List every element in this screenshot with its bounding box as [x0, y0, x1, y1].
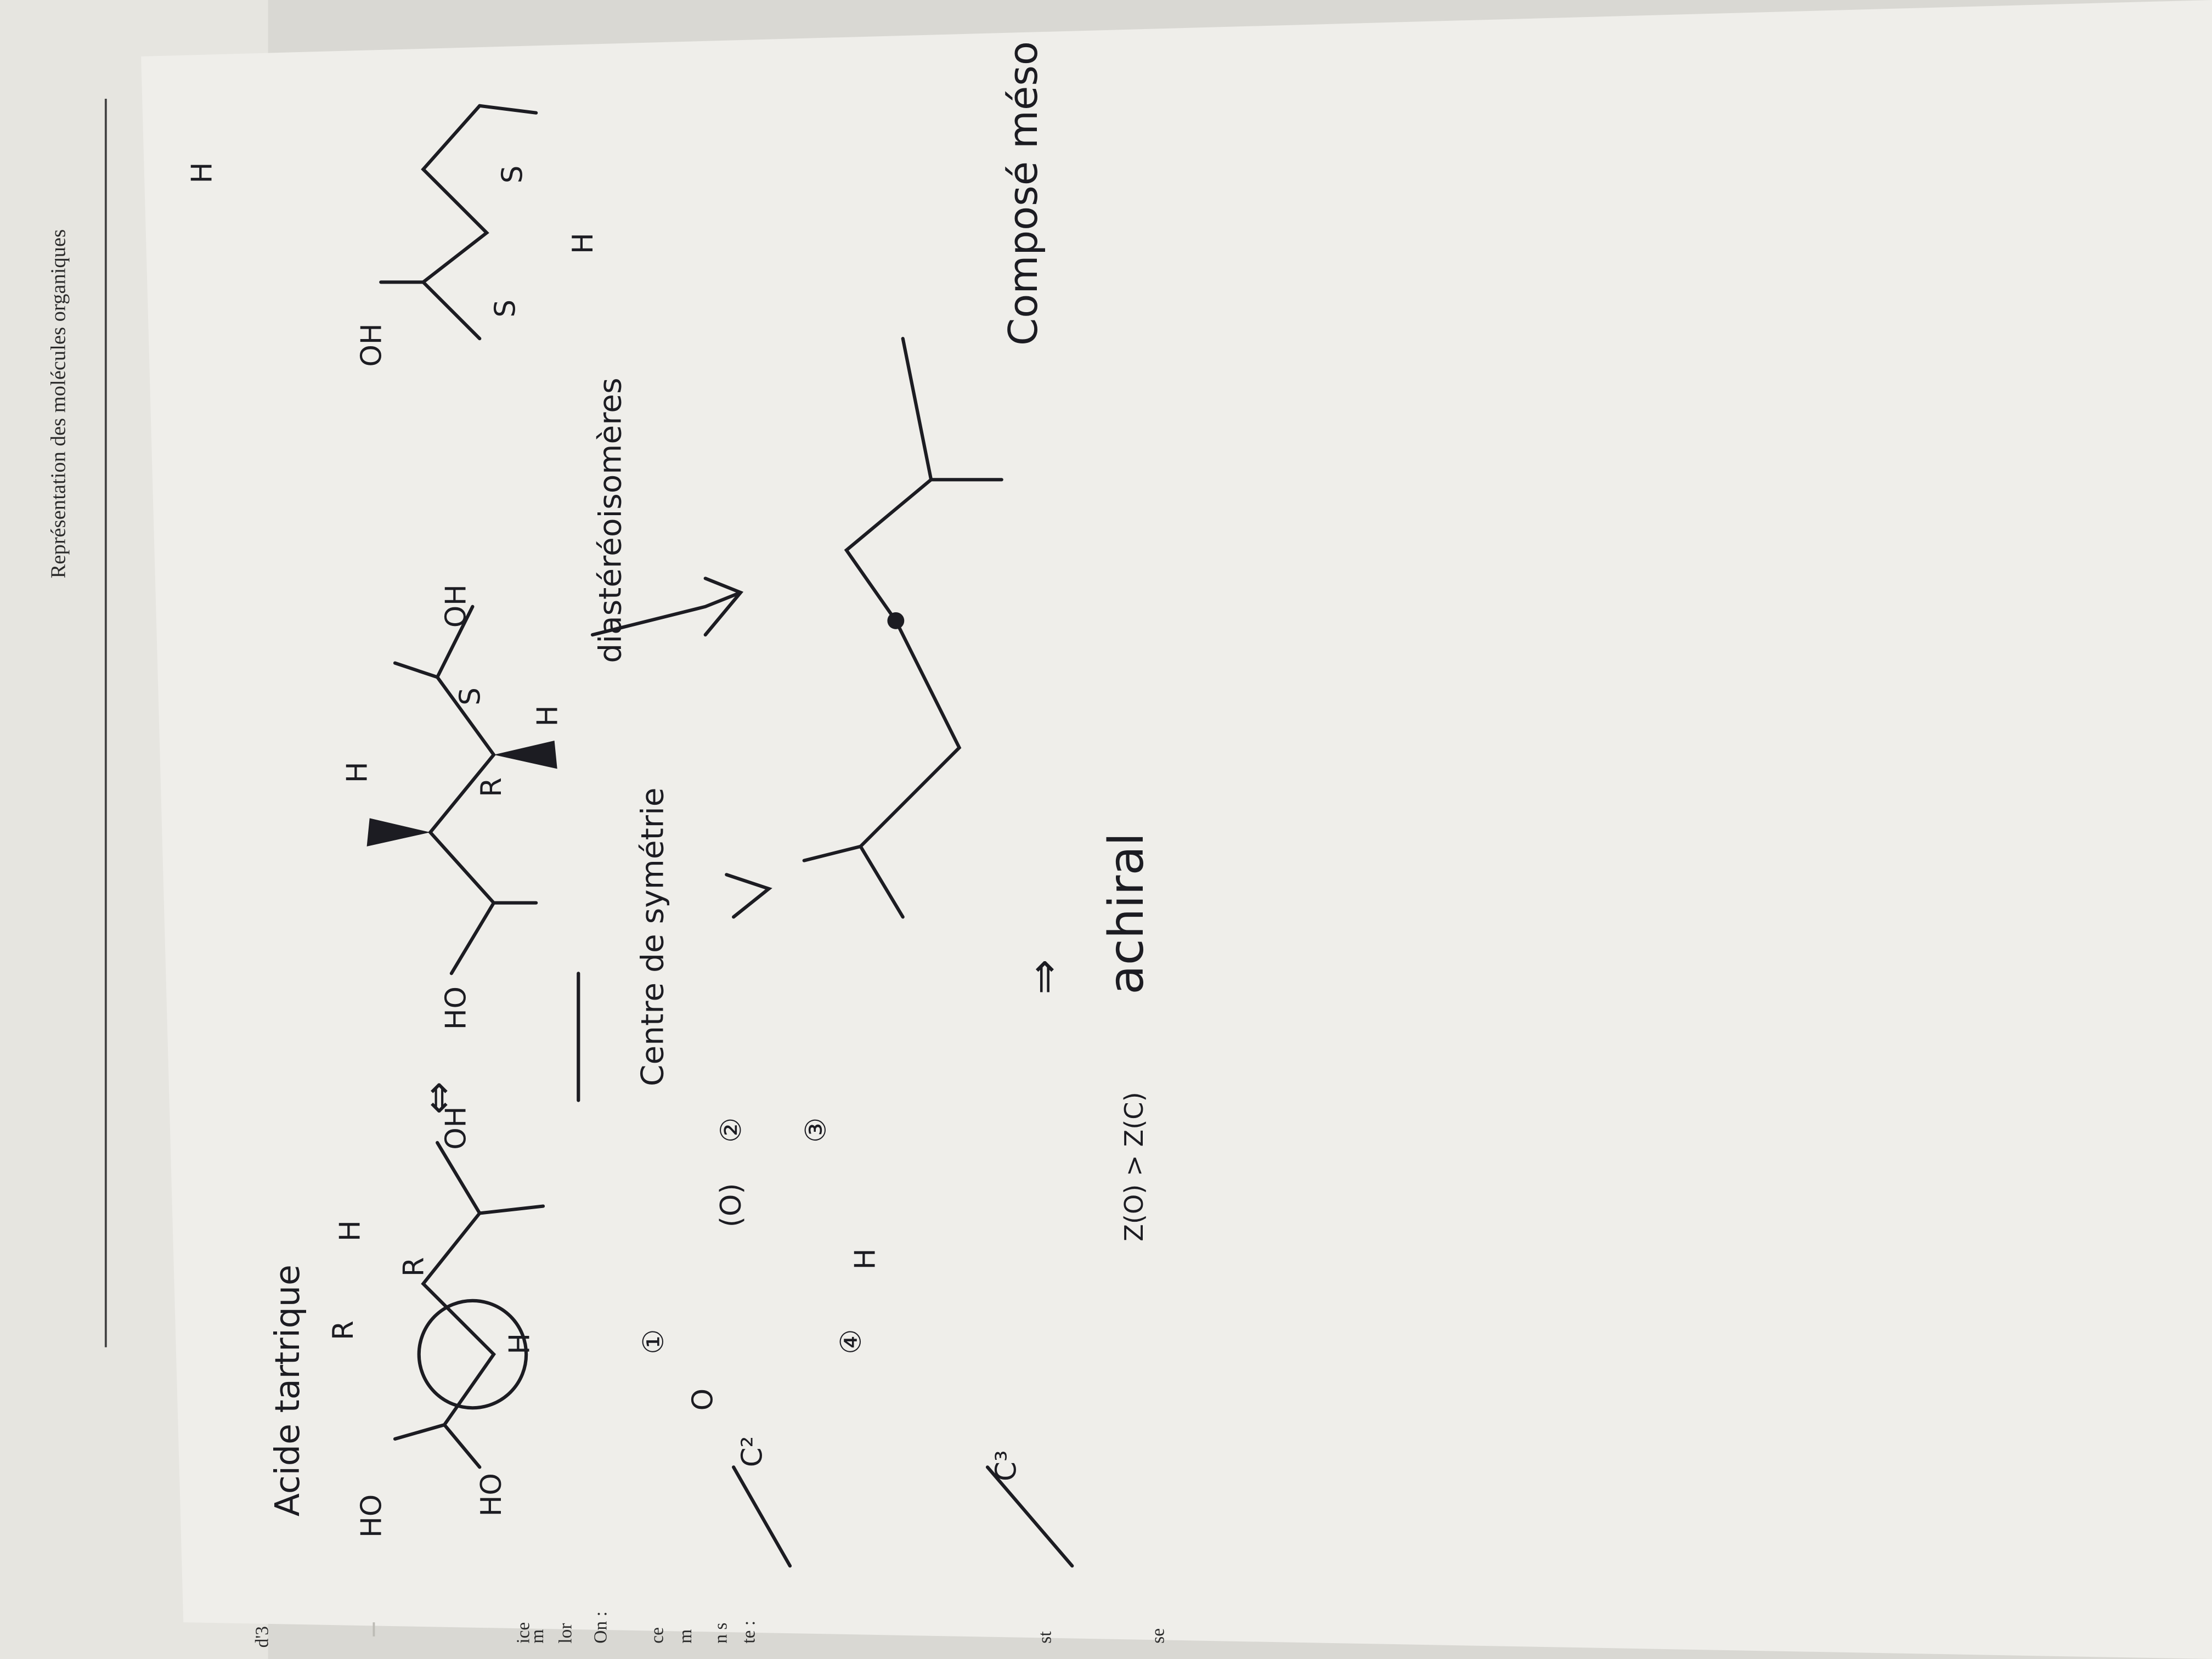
- structure-label: H: [334, 1220, 367, 1242]
- structure-label: H: [532, 706, 565, 727]
- molecule-3: [802, 337, 1003, 919]
- structure-label: S: [489, 300, 522, 318]
- structure-label: OH: [355, 323, 388, 366]
- priority-label: ①: [637, 1329, 670, 1354]
- note-achiral: achiral: [1098, 833, 1154, 995]
- note-equiv: ⇔: [415, 1081, 461, 1114]
- margin-fragment: On :: [591, 1611, 611, 1643]
- structure-label: H: [567, 233, 600, 254]
- note-rule: Z(O) > Z(C): [1119, 1092, 1149, 1242]
- structure-label: OH: [440, 584, 473, 628]
- molecule-1: [393, 1141, 545, 1469]
- priority-label: C²: [736, 1436, 769, 1468]
- structure-label: S: [496, 166, 529, 184]
- note-heading: Acide tartrique: [268, 1265, 307, 1516]
- labels: HO OH R R H H HO OH H H S R HO OH S S H H: [186, 162, 600, 1538]
- margin-fragment: ce: [647, 1627, 668, 1644]
- note-implies: ⇒: [1019, 959, 1069, 995]
- margin-fragment: d'3: [252, 1626, 273, 1647]
- priority-label: H: [849, 1249, 882, 1270]
- priority-label: ④: [835, 1329, 868, 1354]
- molecule-4: [379, 104, 538, 341]
- priority-label: ③: [799, 1118, 832, 1143]
- priorities: C² C³ O (O) H ① ② ③ ④: [637, 1118, 1023, 1481]
- margin-fragment: te :: [739, 1621, 759, 1644]
- note-center: Centre de symétrie: [635, 787, 671, 1086]
- margin-fragment: lor: [555, 1623, 575, 1644]
- arrows: [577, 577, 1074, 1568]
- priority-label: ②: [715, 1118, 748, 1143]
- sheet: [141, 0, 2212, 1659]
- structure-label: HO: [440, 986, 473, 1030]
- structure-label: H: [341, 761, 374, 783]
- note-diastereo: diastéréoisomères: [592, 377, 628, 663]
- margin-fragment: ice: [513, 1622, 533, 1644]
- structure-label: R: [475, 777, 508, 797]
- margin-fragment: st: [1035, 1631, 1056, 1644]
- margin-fragment: m: [527, 1629, 548, 1644]
- structure-label: H: [503, 1333, 536, 1355]
- note-meso: Composé méso: [1000, 41, 1046, 346]
- margin-fragment: se: [1148, 1628, 1168, 1644]
- margin-fragment: m: [675, 1629, 696, 1644]
- structure-label: H: [186, 162, 219, 184]
- structure-label: S: [454, 687, 487, 706]
- priority-label: O: [687, 1389, 720, 1410]
- structure-label: HO: [355, 1494, 388, 1538]
- priority-label: (O): [715, 1183, 748, 1228]
- structure-label: R: [397, 1257, 430, 1277]
- structure-label: OH: [440, 1107, 473, 1150]
- header-title: Représentation des molécules organiques: [47, 229, 70, 578]
- margin-fragment: n s: [710, 1623, 731, 1644]
- structure-label: HO: [475, 1473, 508, 1516]
- structure-label: R: [327, 1321, 360, 1340]
- molecule-2: [366, 605, 557, 975]
- priority-label: C³: [990, 1450, 1023, 1481]
